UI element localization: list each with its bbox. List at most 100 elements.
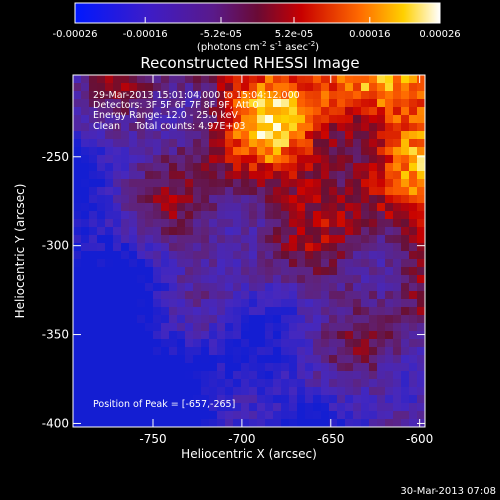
heatmap-cell [73, 235, 82, 244]
heatmap-cell [249, 139, 258, 148]
heatmap-cell [265, 147, 274, 156]
heatmap-cell [121, 131, 130, 140]
heatmap-cell [377, 147, 386, 156]
heatmap-cell [353, 243, 362, 252]
heatmap-cell [145, 355, 154, 364]
heatmap-cell [289, 371, 298, 380]
heatmap-cell [297, 179, 306, 188]
heatmap-cell [201, 163, 210, 172]
heatmap-cell [353, 139, 362, 148]
heatmap-cell [257, 347, 266, 356]
heatmap-cell [145, 139, 154, 148]
heatmap-cell [345, 283, 354, 292]
heatmap-cell [297, 379, 306, 388]
heatmap-cell [169, 251, 178, 260]
heatmap-cell [297, 115, 306, 124]
heatmap-cell [257, 299, 266, 308]
heatmap-cell [313, 243, 322, 252]
heatmap-cell [353, 299, 362, 308]
heatmap-cell [281, 315, 290, 324]
heatmap-cell [89, 371, 98, 380]
heatmap-cell [73, 371, 82, 380]
heatmap-cell [361, 195, 370, 204]
heatmap-cell [305, 91, 314, 100]
heatmap-cell [241, 355, 250, 364]
heatmap-cell [281, 243, 290, 252]
heatmap-cell [113, 235, 122, 244]
heatmap-cell [313, 195, 322, 204]
heatmap-cell [417, 307, 426, 316]
heatmap-cell [297, 155, 306, 164]
heatmap-cell [369, 379, 378, 388]
heatmap-cell [273, 195, 282, 204]
heatmap-cell [193, 219, 202, 228]
heatmap-cell [73, 283, 82, 292]
heatmap-cell [241, 275, 250, 284]
heatmap-cell [377, 91, 386, 100]
heatmap-cell [153, 347, 162, 356]
heatmap-cell [281, 307, 290, 316]
heatmap-cell [313, 83, 322, 92]
heatmap-cell [129, 315, 138, 324]
heatmap-cell [121, 219, 130, 228]
heatmap-cell [265, 91, 274, 100]
colorbar-tick-label: 5.2e-05 [275, 29, 313, 40]
heatmap-cell [353, 259, 362, 268]
heatmap-cell [393, 107, 402, 116]
heatmap-cell [97, 243, 106, 252]
heatmap-cell [73, 147, 82, 156]
heatmap-cell [137, 203, 146, 212]
heatmap-cell [217, 371, 226, 380]
heatmap-cell [81, 315, 90, 324]
heatmap-cell [97, 403, 106, 412]
heatmap-cell [113, 83, 122, 92]
heatmap-cell [105, 267, 114, 276]
heatmap-cell [217, 315, 226, 324]
heatmap-cell [265, 267, 274, 276]
heatmap-cell [321, 283, 330, 292]
heatmap-cell [249, 115, 258, 124]
heatmap-cell [209, 323, 218, 332]
heatmap-cell [257, 339, 266, 348]
heatmap-cell [233, 291, 242, 300]
heatmap-cell [393, 203, 402, 212]
heatmap-cell [73, 211, 82, 220]
heatmap-cell [233, 387, 242, 396]
heatmap-cell [81, 355, 90, 364]
heatmap-cell [177, 243, 186, 252]
heatmap-cell [217, 211, 226, 220]
heatmap-cell [289, 123, 298, 132]
heatmap-cell [209, 275, 218, 284]
heatmap-cell [401, 371, 410, 380]
heatmap-cell [281, 99, 290, 108]
heatmap-cell [209, 83, 218, 92]
heatmap-cell [249, 403, 258, 412]
heatmap-cell [209, 139, 218, 148]
heatmap-cell [129, 259, 138, 268]
heatmap-cell [409, 387, 418, 396]
heatmap-cell [129, 91, 138, 100]
heatmap-cell [105, 275, 114, 284]
heatmap-cell [233, 227, 242, 236]
heatmap-cell [369, 323, 378, 332]
heatmap-cell [121, 203, 130, 212]
heatmap-cell [185, 91, 194, 100]
heatmap-cell [417, 323, 426, 332]
heatmap-cell [161, 339, 170, 348]
heatmap-cell [105, 83, 114, 92]
heatmap-cell [329, 395, 338, 404]
heatmap-cell [281, 387, 290, 396]
heatmap-cell [113, 355, 122, 364]
heatmap-cell [177, 315, 186, 324]
heatmap-cell [225, 307, 234, 316]
heatmap-cell [313, 299, 322, 308]
heatmap-cell [193, 347, 202, 356]
heatmap-cell [225, 227, 234, 236]
heatmap-cell [241, 115, 250, 124]
heatmap-cell [137, 131, 146, 140]
heatmap-cell [217, 123, 226, 132]
heatmap-cell [137, 187, 146, 196]
heatmap-cell [193, 83, 202, 92]
heatmap-cell [353, 171, 362, 180]
heatmap-cell [369, 283, 378, 292]
